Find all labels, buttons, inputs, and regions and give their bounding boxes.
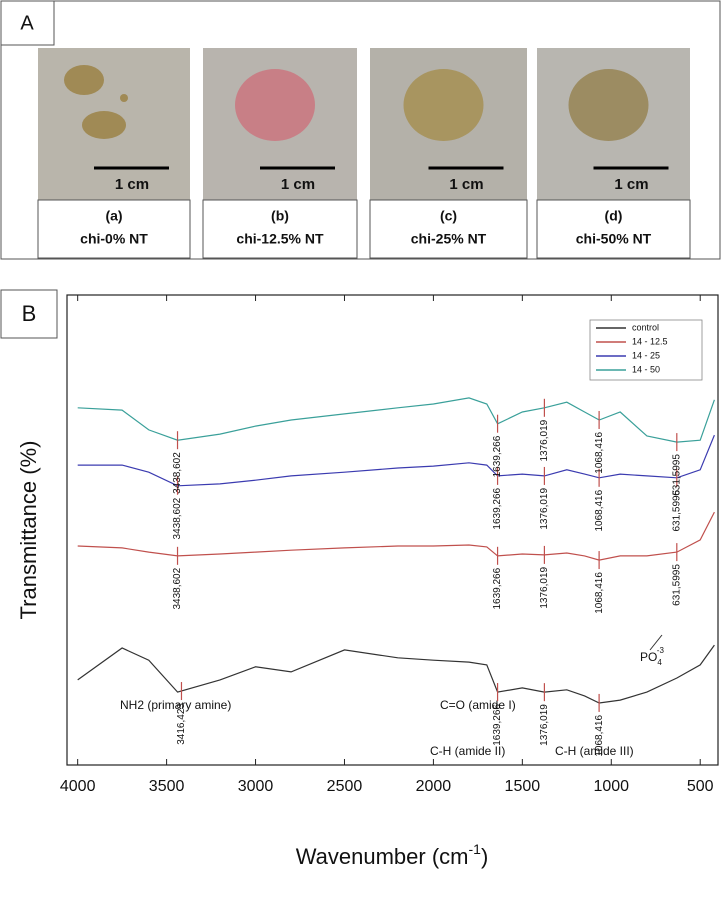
peak-label: 3438,602 bbox=[172, 497, 183, 539]
y-axis-label: Transmittance (%) bbox=[16, 441, 41, 620]
x-tick-label: 2500 bbox=[327, 778, 363, 795]
peak-label: 3438,602 bbox=[172, 452, 183, 494]
annotation: C-H (amide II) bbox=[430, 744, 505, 758]
sample bbox=[64, 65, 104, 95]
x-label-end: ) bbox=[481, 844, 488, 869]
caption-name: chi-50% NT bbox=[576, 231, 652, 247]
peak-label: 631,5995 bbox=[671, 489, 682, 531]
po4-sub: 4 bbox=[657, 658, 662, 667]
panel-a-label: A bbox=[20, 12, 34, 34]
legend-label: 14 - 25 bbox=[632, 350, 660, 360]
peak-label: 631,5995 bbox=[671, 564, 682, 606]
caption-name: chi-12.5% NT bbox=[236, 231, 324, 247]
x-tick-label: 3500 bbox=[149, 778, 185, 795]
panel-a-label-box bbox=[0, 0, 55, 46]
caption-name: chi-0% NT bbox=[80, 231, 148, 247]
annotation: C-H (amide III) bbox=[555, 744, 634, 758]
scale-label: 1 cm bbox=[281, 176, 315, 193]
x-tick-label: 4000 bbox=[60, 778, 96, 795]
scale-label: 1 cm bbox=[614, 176, 648, 193]
peak-label: 1068,416 bbox=[594, 714, 605, 756]
scale-label: 1 cm bbox=[115, 176, 149, 193]
caption-box bbox=[202, 199, 358, 259]
sample bbox=[120, 94, 128, 102]
x-tick-label: 3000 bbox=[238, 778, 274, 795]
peak-label: 1639,266 bbox=[492, 704, 503, 746]
sample bbox=[568, 69, 649, 141]
sample bbox=[82, 111, 126, 139]
annotation: NH2 (primary amine) bbox=[120, 698, 231, 712]
x-tick-label: 500 bbox=[687, 778, 714, 795]
sample bbox=[403, 69, 484, 141]
peak-label: 1376,019 bbox=[539, 704, 550, 746]
sample bbox=[235, 69, 315, 141]
caption-id: (d) bbox=[605, 208, 623, 224]
x-label-sup: -1 bbox=[469, 841, 482, 857]
caption-id: (b) bbox=[271, 208, 289, 224]
peak-label: 1639,266 bbox=[492, 487, 503, 529]
caption-name: chi-25% NT bbox=[411, 231, 487, 247]
series-line bbox=[77, 511, 715, 561]
caption-box bbox=[369, 199, 528, 259]
annotation-leader bbox=[649, 634, 663, 651]
legend-label: control bbox=[632, 322, 659, 332]
series-line bbox=[77, 644, 715, 704]
peak-label: 3438,602 bbox=[172, 567, 183, 609]
panel-a-frame bbox=[0, 0, 721, 260]
scale-label: 1 cm bbox=[449, 176, 483, 193]
peak-label: 1068,416 bbox=[594, 489, 605, 531]
annotation: PO4 -3 bbox=[640, 646, 664, 667]
peak-label: 1376,019 bbox=[539, 566, 550, 608]
legend-label: 14 - 50 bbox=[632, 364, 660, 374]
caption-id: (c) bbox=[440, 208, 457, 224]
x-axis-label: Wavenumber (cm-1) bbox=[296, 841, 489, 869]
peak-label: 1068,416 bbox=[594, 432, 605, 474]
caption-id: (a) bbox=[105, 208, 122, 224]
peak-label: 1376,019 bbox=[539, 488, 550, 530]
peak-label: 1639,266 bbox=[492, 435, 503, 477]
peak-label: 631,5995 bbox=[671, 454, 682, 496]
caption-box bbox=[536, 199, 691, 259]
peak-label: 1376,019 bbox=[539, 419, 550, 461]
panel-b-label-box bbox=[0, 289, 58, 339]
x-tick-label: 1500 bbox=[505, 778, 541, 795]
po4-sup: -3 bbox=[657, 646, 665, 655]
caption-box bbox=[37, 199, 191, 259]
legend-label: 14 - 12.5 bbox=[632, 336, 668, 346]
x-tick-label: 2000 bbox=[416, 778, 452, 795]
panel-b-label: B bbox=[22, 301, 37, 326]
series-line bbox=[77, 434, 715, 487]
x-tick-label: 1000 bbox=[593, 778, 629, 795]
peak-label: 1068,416 bbox=[594, 572, 605, 614]
peak-label: 1639,266 bbox=[492, 567, 503, 609]
po4-base: PO bbox=[640, 650, 657, 664]
peak-label: 3416,423 bbox=[176, 703, 187, 745]
annotation: C=O (amide I) bbox=[440, 698, 516, 712]
plot-frame bbox=[66, 294, 719, 766]
x-label-text: Wavenumber (cm bbox=[296, 844, 469, 869]
series-line bbox=[77, 397, 715, 443]
